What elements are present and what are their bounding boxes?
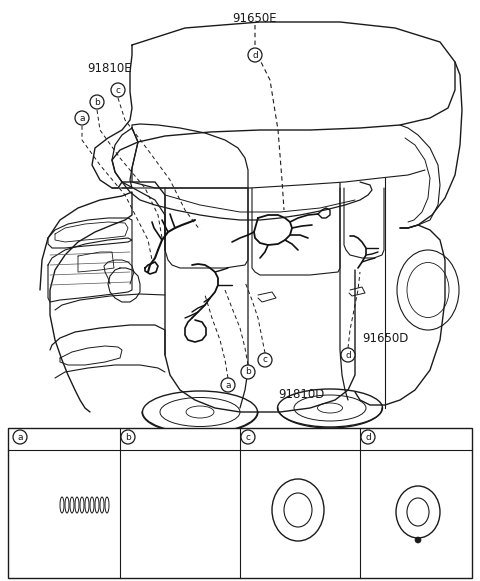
Text: 91668: 91668 [14,519,45,529]
Text: b: b [245,368,251,376]
Text: c: c [116,85,120,95]
Circle shape [248,48,262,62]
Circle shape [111,83,125,97]
Text: 91810D: 91810D [278,389,324,401]
Text: 91591H: 91591H [402,432,445,442]
Text: 91650E: 91650E [233,12,277,24]
Text: c: c [263,356,267,364]
Text: 91513A: 91513A [162,432,205,442]
Text: b: b [94,98,100,106]
Text: d: d [345,350,351,360]
Circle shape [75,111,89,125]
Circle shape [13,430,27,444]
Text: 91413: 91413 [14,505,45,515]
Text: 91650D: 91650D [362,332,408,345]
Text: a: a [17,432,23,442]
Bar [8,428,472,578]
Text: c: c [245,432,251,442]
Circle shape [361,430,375,444]
Circle shape [90,95,104,109]
Circle shape [121,430,135,444]
Text: b: b [125,432,131,442]
Text: d: d [252,51,258,59]
Circle shape [341,348,355,362]
Circle shape [415,537,421,543]
Text: 91810E: 91810E [88,62,132,74]
Circle shape [258,353,272,367]
Text: a: a [79,113,85,123]
Text: a: a [225,381,231,389]
Text: d: d [365,432,371,442]
Circle shape [221,378,235,392]
Text: 91513G: 91513G [282,432,326,442]
Circle shape [241,430,255,444]
Circle shape [241,365,255,379]
